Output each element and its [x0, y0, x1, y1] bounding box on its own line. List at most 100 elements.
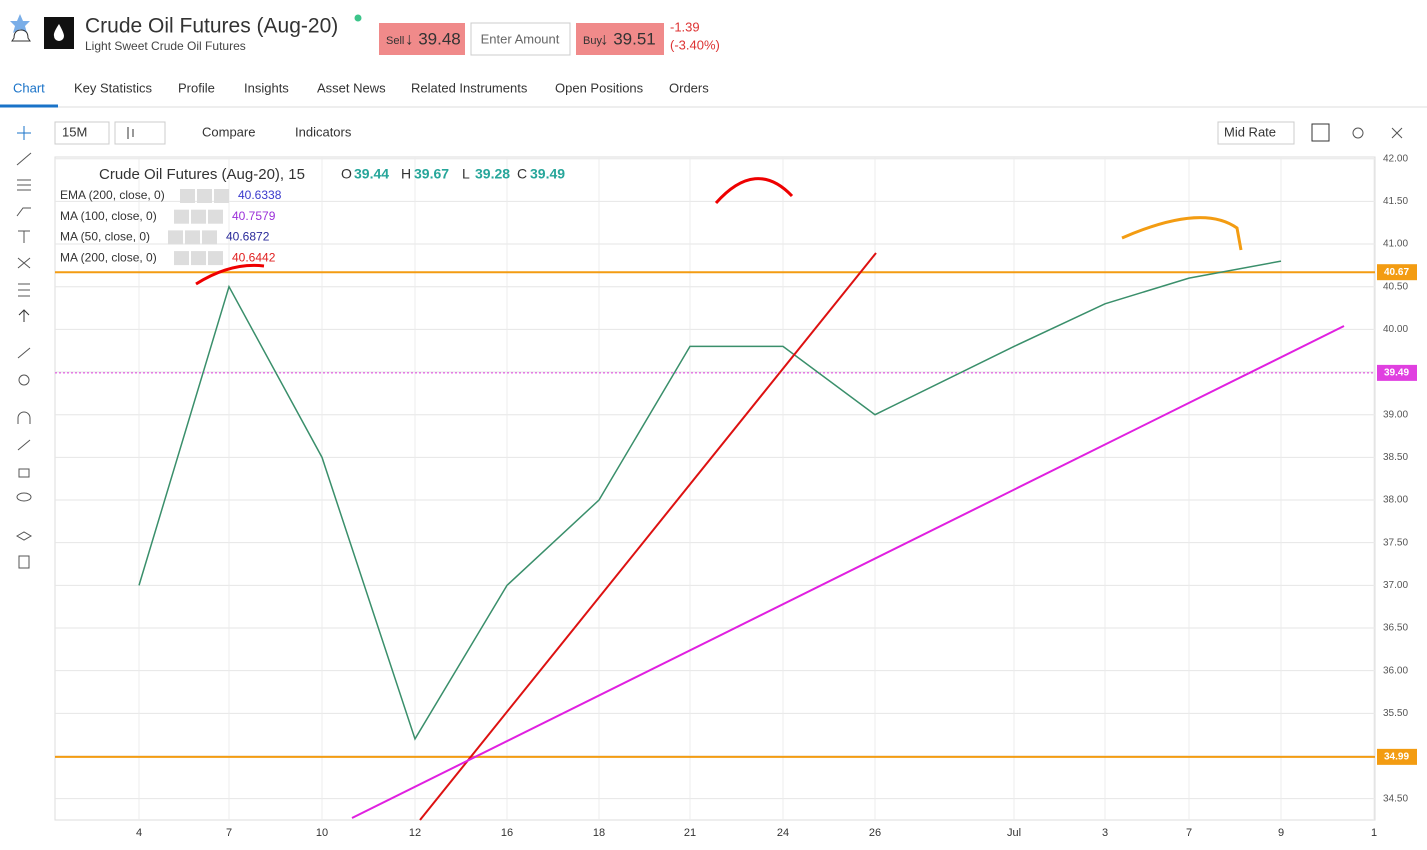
tab[interactable]: Related Instruments: [411, 80, 528, 95]
rate-select[interactable]: [1217, 121, 1295, 145]
indicator-button[interactable]: [208, 251, 223, 266]
price-change-pct: (-3.40%): [670, 37, 720, 52]
indicator-value: 40.6338: [238, 188, 282, 202]
price-level-tag: [1377, 264, 1417, 281]
tab[interactable]: Orders: [669, 80, 709, 95]
cursor-tool[interactable]: [18, 309, 30, 322]
ohlc-key: H: [401, 166, 411, 182]
edit-tool[interactable]: [17, 439, 31, 451]
lock-tool[interactable]: [18, 468, 30, 478]
text-tool[interactable]: [18, 230, 30, 243]
indicator-name: MA (100, close, 0): [60, 209, 157, 223]
ohlc-key: O: [341, 166, 352, 182]
x-tick-label: 1: [1371, 827, 1377, 839]
tab[interactable]: Asset News: [317, 80, 386, 95]
alert-bell[interactable]: [11, 29, 31, 42]
indicator-button[interactable]: [197, 189, 212, 203]
indicator-value: 40.6872: [226, 230, 270, 244]
y-tick-label: 41.50: [1383, 196, 1408, 207]
plot: 40.67 34.99 39.49: [55, 260, 1417, 765]
indicator-button[interactable]: [174, 209, 189, 224]
status-dot: [354, 14, 362, 22]
sell-button[interactable]: [379, 23, 465, 55]
trendline-magenta: [351, 325, 1345, 819]
settings-icon[interactable]: [1352, 127, 1364, 139]
pen-tool[interactable]: [16, 207, 31, 217]
line-tool[interactable]: [16, 152, 32, 166]
asset-title: Crude Oil Futures (Aug-20): [85, 15, 338, 38]
amount-input[interactable]: [470, 22, 571, 56]
sell-label: Sell: [386, 35, 404, 47]
fullscreen-box[interactable]: [1311, 123, 1330, 142]
y-tick-label: 41.00: [1383, 239, 1408, 250]
series-title: Crude Oil Futures (Aug-20), 15: [99, 166, 305, 183]
magnet-tool[interactable]: [17, 411, 31, 424]
buy-button[interactable]: [576, 23, 664, 55]
top-arc: [195, 263, 265, 286]
indicator-button[interactable]: [174, 251, 189, 266]
indicator-value: 40.6442: [232, 250, 276, 264]
x-tick-label: 4: [136, 827, 142, 839]
chart-type-select[interactable]: [114, 121, 166, 145]
delete-tool[interactable]: [18, 555, 30, 569]
rate-label: Mid Rate: [1224, 124, 1276, 139]
compare-button[interactable]: Compare: [202, 124, 255, 139]
x-tick-label: 3: [1102, 827, 1108, 839]
price-line: [138, 260, 1282, 741]
indicator-value: 40.7579: [232, 209, 276, 223]
indicator-button[interactable]: [214, 189, 229, 203]
fib-tool[interactable]: [17, 179, 31, 191]
buy-label: Buy: [583, 35, 602, 47]
visibility-tool[interactable]: [16, 492, 32, 502]
x-tick-label: 21: [684, 827, 696, 839]
tab[interactable]: Profile: [178, 80, 215, 95]
x-tick-label: 18: [593, 827, 605, 839]
favorite-star[interactable]: [10, 14, 30, 33]
tab[interactable]: Insights: [244, 80, 289, 95]
top-arc: [1121, 216, 1243, 251]
ruler-tool[interactable]: [17, 347, 31, 359]
amount-placeholder: Enter Amount: [481, 31, 560, 46]
indicator-button[interactable]: [185, 230, 200, 245]
price-level-label: 39.49: [1384, 368, 1409, 379]
ohlc-value: 39.49: [530, 166, 565, 182]
x-tick-label: 16: [501, 827, 513, 839]
y-tick-label: 36.50: [1383, 623, 1408, 634]
measure-tool[interactable]: [18, 283, 30, 297]
layers-tool[interactable]: [15, 531, 33, 541]
indicator-button[interactable]: [168, 230, 183, 245]
interval-select[interactable]: [54, 121, 110, 145]
price-level-tag: [1377, 748, 1417, 765]
asset-subtitle: Light Sweet Crude Oil Futures: [85, 39, 246, 53]
indicators-button[interactable]: Indicators: [295, 124, 352, 139]
indicator-button[interactable]: [180, 189, 195, 203]
drawing-tools: [15, 126, 33, 569]
y-tick-label: 38.00: [1383, 495, 1408, 506]
y-tick-label: 37.50: [1383, 537, 1408, 548]
ohlc-value: 39.28: [475, 166, 510, 182]
zoom-tool[interactable]: [18, 374, 30, 386]
crosshair-tool[interactable]: [17, 126, 31, 140]
ohlc-key: L: [462, 166, 470, 182]
indicator-button[interactable]: [208, 209, 223, 224]
ohlc-key: C: [517, 166, 527, 182]
grid: 34.5035.0035.5036.0036.5037.0037.5038.00…: [55, 153, 1408, 839]
pattern-tool[interactable]: [17, 257, 31, 269]
indicator-name: MA (50, close, 0): [60, 230, 150, 244]
tab[interactable]: Chart: [13, 80, 45, 95]
chart-legend: Crude Oil Futures (Aug-20), 15 O 39.44 H 39.…: [60, 166, 565, 266]
y-tick-label: 37.00: [1383, 580, 1408, 591]
buy-price: ↓ 39.51: [600, 29, 656, 48]
indicator-button[interactable]: [202, 230, 217, 245]
expand-icon[interactable]: [1391, 127, 1403, 139]
tab[interactable]: Key Statistics: [74, 80, 153, 95]
price-level-label: 34.99: [1384, 751, 1409, 762]
price-level-label: 40.67: [1384, 267, 1409, 278]
indicator-button[interactable]: [191, 209, 206, 224]
x-tick-label: 7: [1186, 827, 1192, 839]
indicator-button[interactable]: [191, 251, 206, 266]
interval-label: 15M: [62, 124, 87, 139]
tab[interactable]: Open Positions: [555, 80, 644, 95]
